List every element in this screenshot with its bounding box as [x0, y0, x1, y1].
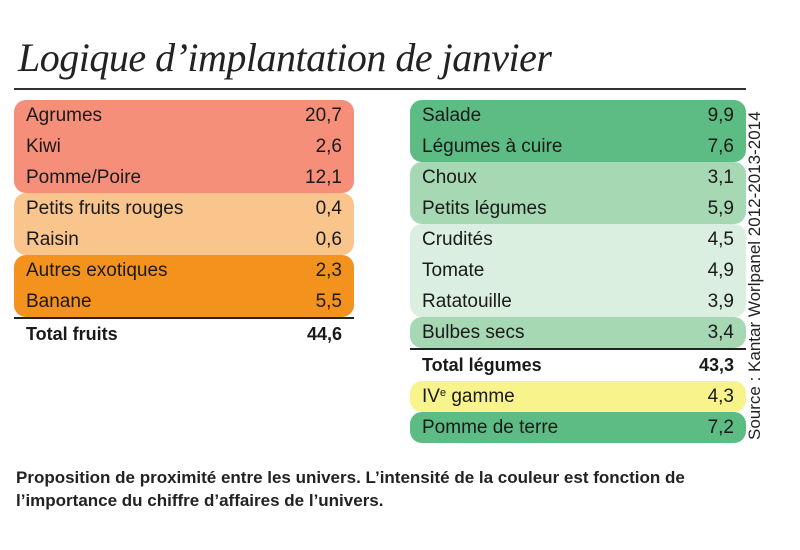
total-value: 43,3 — [698, 355, 734, 375]
legumes-group-4: Bulbes secs 3,4 — [410, 317, 746, 348]
row-label: Banane — [26, 290, 92, 312]
row-value: 9,9 — [707, 104, 734, 126]
legumes-group-2: Choux 3,1 Petits légumes 5,9 — [410, 162, 746, 224]
table-row: Salade 9,9 — [422, 100, 734, 131]
row-label-main: IV — [422, 385, 440, 407]
fruits-group-2: Petits fruits rouges 0,4 Raisin 0,6 — [14, 193, 354, 255]
table-row: Petits fruits rouges 0,4 — [26, 193, 342, 224]
row-label: IVe gamme — [422, 386, 515, 408]
row-value: 7,6 — [707, 135, 734, 157]
table-row: Pomme/Poire 12,1 — [26, 162, 342, 193]
row-label: Petits légumes — [422, 197, 547, 219]
row-value: 0,4 — [315, 197, 342, 219]
total-label: Total fruits — [26, 324, 118, 344]
row-label: Bulbes secs — [422, 321, 525, 343]
table-row: Pomme de terre 7,2 — [422, 412, 734, 443]
row-label-rest: gamme — [446, 385, 515, 407]
caption: Proposition de proximité entre les unive… — [16, 468, 685, 510]
fruits-group-3: Autres exotiques 2,3 Banane 5,5 — [14, 255, 354, 317]
row-label: Ratatouille — [422, 290, 512, 312]
row-label: Petits fruits rouges — [26, 197, 184, 219]
row-value: 4,3 — [707, 385, 734, 407]
legumes-total: Total légumes 43,3 — [410, 348, 746, 381]
row-label: Pomme/Poire — [26, 166, 142, 188]
row-value: 2,6 — [315, 135, 342, 157]
source-note: Source : Kantar Worlpanel 2012-2013-2014 — [745, 111, 764, 440]
table-row: Crudités 4,5 — [422, 224, 734, 255]
row-label: Raisin — [26, 228, 79, 250]
row-value: 3,9 — [707, 290, 734, 312]
row-value: 5,9 — [707, 197, 734, 219]
row-value: 7,2 — [707, 416, 734, 438]
total-row: Total légumes 43,3 — [410, 350, 746, 381]
row-value: 4,9 — [707, 259, 734, 281]
row-label-sup: e — [439, 386, 447, 399]
row-value: 12,1 — [305, 166, 342, 188]
row-label: Crudités — [422, 228, 493, 250]
table-row: Tomate 4,9 — [422, 255, 734, 286]
row-value: 3,4 — [707, 321, 734, 343]
legumes-group-1: Salade 9,9 Légumes à cuire 7,6 — [410, 100, 746, 162]
fruits-group-1: Agrumes 20,7 Kiwi 2,6 Pomme/Poire 12,1 — [14, 100, 354, 193]
table-row: Ratatouille 3,9 — [422, 286, 734, 317]
table-row: Légumes à cuire 7,6 — [422, 131, 734, 162]
legumes-group-3: Crudités 4,5 Tomate 4,9 Ratatouille 3,9 — [410, 224, 746, 317]
total-row: Total fruits 44,6 — [14, 319, 354, 350]
fruits-table: Agrumes 20,7 Kiwi 2,6 Pomme/Poire 12,1 Peti… — [14, 100, 354, 350]
row-label: Pomme de terre — [422, 416, 559, 438]
row-value: 4,5 — [707, 228, 734, 250]
table-row: Autres exotiques 2,3 — [26, 255, 342, 286]
table-row: IVe gamme 4,3 — [422, 381, 734, 412]
row-label: Choux — [422, 166, 477, 188]
table-row: Choux 3,1 — [422, 162, 734, 193]
row-label: Autres exotiques — [26, 259, 168, 281]
row-value: 20,7 — [305, 104, 342, 126]
page-title: Logique d’implantation de janvier — [18, 35, 552, 80]
fruits-total: Total fruits 44,6 — [14, 317, 354, 350]
row-value: 0,6 — [315, 228, 342, 250]
table-row: Raisin 0,6 — [26, 224, 342, 255]
table-row: Bulbes secs 3,4 — [422, 317, 734, 348]
row-label: Légumes à cuire — [422, 135, 563, 157]
total-value: 44,6 — [306, 324, 342, 344]
legumes-after-1: IVe gamme 4,3 — [410, 381, 746, 412]
row-label: Agrumes — [26, 104, 103, 126]
table-row: Banane 5,5 — [26, 286, 342, 317]
title-rule — [14, 88, 746, 90]
row-label: Tomate — [422, 259, 485, 281]
row-label: Kiwi — [26, 135, 61, 157]
table-row: Petits légumes 5,9 — [422, 193, 734, 224]
table-row: Kiwi 2,6 — [26, 131, 342, 162]
row-value: 3,1 — [707, 166, 734, 188]
row-value: 2,3 — [315, 259, 342, 281]
legumes-table: Salade 9,9 Légumes à cuire 7,6 Choux 3,1 Pe… — [410, 100, 746, 443]
legumes-after-2: Pomme de terre 7,2 — [410, 412, 746, 443]
row-label: Salade — [422, 104, 482, 126]
row-value: 5,5 — [315, 290, 342, 312]
total-label: Total légumes — [422, 355, 542, 375]
table-row: Agrumes 20,7 — [26, 100, 342, 131]
